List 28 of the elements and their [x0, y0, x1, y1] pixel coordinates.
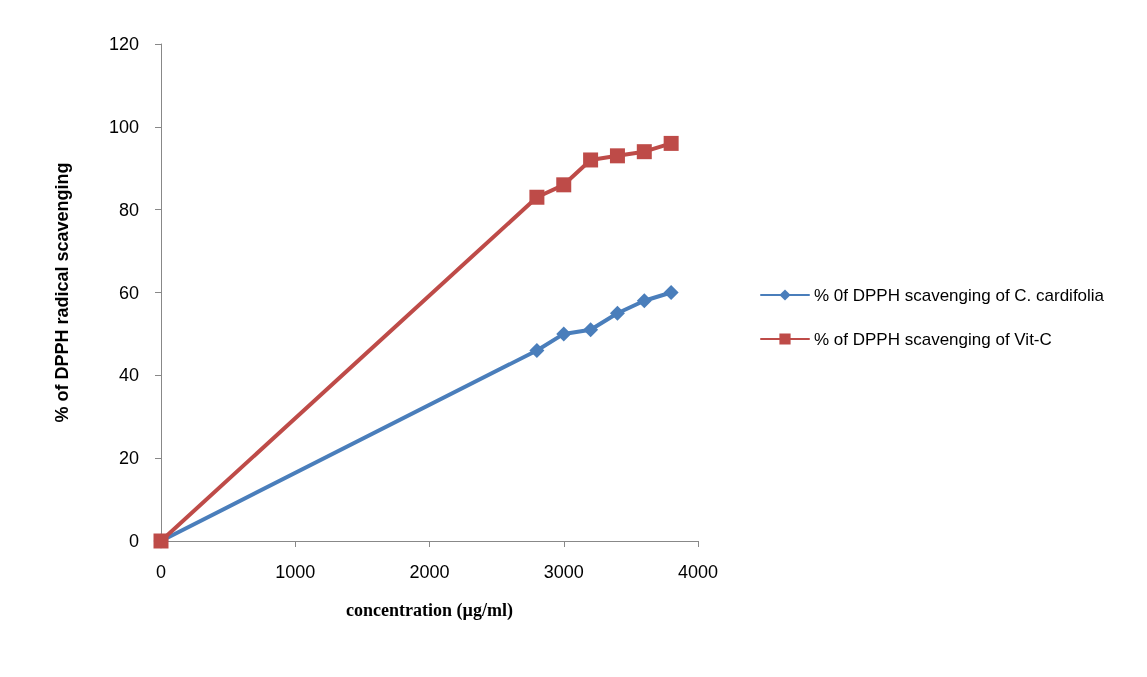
point	[529, 189, 545, 205]
point	[636, 293, 652, 309]
y-tick-label: 40	[118, 365, 139, 386]
y-tick-label: 0	[128, 531, 139, 551]
y-tick-label: 80	[118, 199, 139, 220]
point	[529, 342, 545, 358]
point	[556, 177, 572, 193]
point	[583, 152, 599, 168]
x-tick-label: 1000	[275, 562, 316, 582]
x-axis-title: concentration (µg/ml)	[346, 600, 513, 621]
y-axis-title: % of DPPH radical scavenging	[52, 162, 72, 423]
y-tick-label: 20	[118, 448, 139, 469]
y-tick-label: 60	[118, 282, 139, 303]
y-tick-label: 120	[108, 34, 139, 54]
point	[663, 135, 679, 151]
point	[609, 305, 625, 321]
point	[583, 322, 599, 338]
point	[663, 285, 679, 300]
x-tick-label: 3000	[543, 562, 584, 582]
legend-label: % 0f DPPH scavenging of C. cardifolia	[814, 285, 1105, 305]
point	[556, 326, 572, 342]
x-tick-label: 0	[155, 562, 167, 582]
point	[609, 148, 625, 164]
legend-label: % of DPPH scavenging of Vit-C	[814, 329, 1052, 349]
point	[636, 144, 652, 160]
x-tick-label: 4000	[677, 562, 719, 582]
x-tick-label: 2000	[409, 562, 450, 582]
y-tick-label: 100	[108, 116, 139, 137]
